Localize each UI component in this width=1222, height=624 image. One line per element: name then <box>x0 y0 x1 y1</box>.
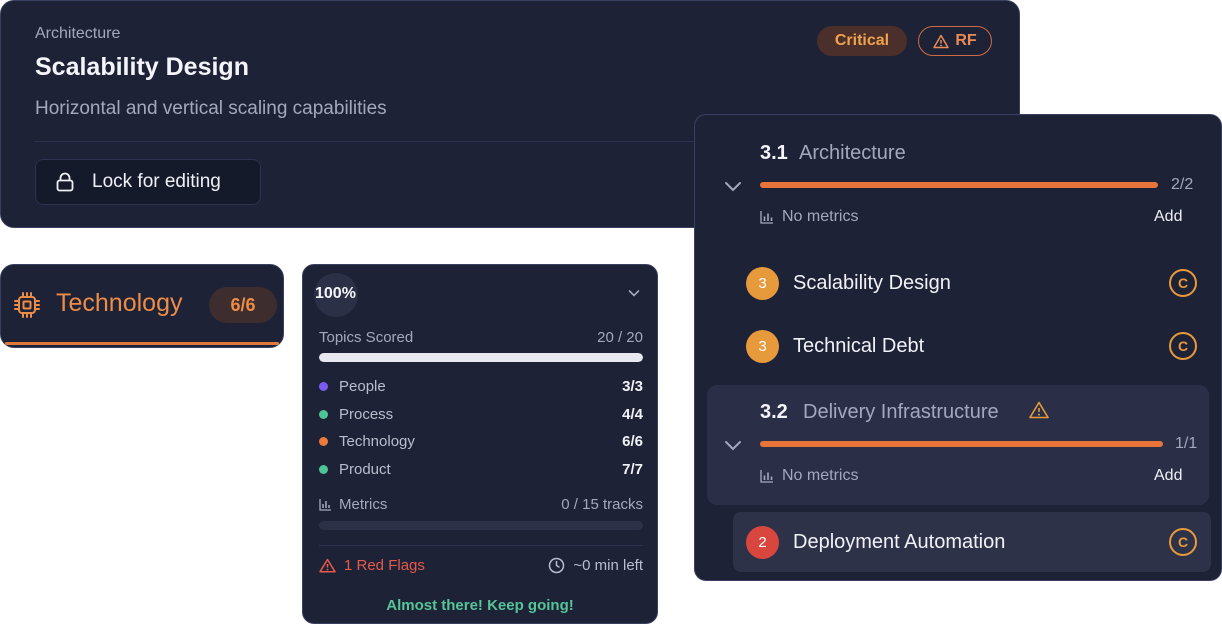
red-flags-label: 1 Red Flags <box>344 557 425 574</box>
category-row: Technology 6/6 <box>319 433 643 450</box>
topic-name: Deployment Automation <box>793 530 1006 553</box>
progress-panel: 100% Topics Scored 20 / 20 Metrics 0 / 1… <box>302 264 658 624</box>
page-title: Scalability Design <box>35 53 249 81</box>
category-value: 7/7 <box>622 460 643 478</box>
bar-chart-icon <box>319 499 331 511</box>
add-metric-button[interactable]: Add <box>1154 208 1183 225</box>
no-metrics-label: No metrics <box>782 467 859 484</box>
score-badge: 3 <box>746 266 779 300</box>
status-badge: C <box>1169 269 1197 297</box>
technology-count-badge: 6/6 <box>209 287 277 323</box>
topic-name: Scalability Design <box>793 271 951 294</box>
metrics-bar <box>319 521 643 530</box>
topics-scored-label: Topics Scored <box>319 329 414 346</box>
topic-row[interactable]: 3 Technical Debt C <box>733 316 1211 376</box>
bar-chart-icon <box>760 470 773 483</box>
bar-chart-icon <box>760 211 773 224</box>
chevron-down-icon[interactable] <box>724 438 742 452</box>
section-count: 1/1 <box>1175 435 1198 452</box>
technology-category-tab[interactable]: Technology 6/6 <box>0 264 284 348</box>
add-metric-button[interactable]: Add <box>1154 467 1183 484</box>
progress-ring <box>314 273 358 317</box>
lock-icon <box>56 172 74 192</box>
topic-subtitle: Horizontal and vertical scaling capabili… <box>35 98 387 119</box>
warning-icon <box>1029 401 1049 419</box>
category-dot <box>319 437 328 446</box>
divider <box>319 545 643 546</box>
category-label: People <box>339 378 386 395</box>
category-row: Process 4/4 <box>319 406 643 423</box>
section-outline-panel: 3.1 Architecture 2/2 No metrics Add 3 Sc… <box>694 114 1222 581</box>
red-flags-link[interactable]: 1 Red Flags <box>319 557 425 574</box>
no-metrics: No metrics <box>760 467 858 485</box>
status-badge: C <box>1169 332 1197 360</box>
topics-scored-bar <box>319 353 643 362</box>
metrics-value: 0 / 15 tracks <box>561 496 643 513</box>
chip-icon <box>14 292 40 318</box>
warning-icon <box>319 558 336 573</box>
section-count: 2/2 <box>1171 176 1194 193</box>
topics-scored-bar-fill <box>319 353 643 362</box>
encouragement-message: Almost there! Keep going! <box>386 597 574 614</box>
section-progress-bar <box>760 182 1158 188</box>
section-number: 3.1 <box>760 142 788 164</box>
chevron-down-icon[interactable] <box>627 286 641 300</box>
clock-icon <box>549 557 565 574</box>
category-dot <box>319 382 328 391</box>
active-tab-indicator <box>5 342 279 345</box>
lock-button-label: Lock for editing <box>92 171 221 192</box>
warning-icon <box>933 34 950 48</box>
progress-percent: 100% <box>315 285 356 302</box>
category-value: 6/6 <box>622 433 643 450</box>
chevron-down-icon[interactable] <box>724 179 742 193</box>
time-left-label: ~0 min left <box>573 557 643 574</box>
status-badge: C <box>1169 528 1197 556</box>
no-metrics: No metrics <box>760 208 858 226</box>
topic-row-selected[interactable]: 2 Deployment Automation C <box>733 512 1211 572</box>
section-name: Delivery Infrastructure <box>803 401 999 423</box>
critical-badge: Critical <box>817 26 907 56</box>
category-label: Process <box>339 405 394 423</box>
section-name: Architecture <box>799 142 906 164</box>
topic-row[interactable]: 3 Scalability Design C <box>733 253 1211 313</box>
category-label: Product <box>339 460 391 478</box>
category-dot <box>319 464 328 474</box>
section-number: 3.2 <box>760 401 788 423</box>
score-badge: 2 <box>746 525 779 559</box>
red-flag-badge[interactable]: RF <box>918 26 992 56</box>
metrics-label: Metrics <box>339 496 388 513</box>
category-label: Technology <box>339 433 415 450</box>
score-badge: 3 <box>746 329 779 363</box>
category-row: People 3/3 <box>319 378 643 395</box>
section-progress-bar <box>760 441 1163 447</box>
section-eyebrow: Architecture <box>35 25 121 42</box>
category-row: Product 7/7 <box>319 461 643 478</box>
category-value: 3/3 <box>622 378 643 395</box>
red-flag-badge-label: RF <box>955 32 977 49</box>
time-left: ~0 min left <box>548 557 643 574</box>
topic-name: Technical Debt <box>793 334 925 357</box>
technology-label: Technology <box>56 289 183 317</box>
category-dot <box>319 409 328 419</box>
category-value: 4/4 <box>622 405 643 423</box>
divider <box>35 141 985 142</box>
topics-scored-row: Topics Scored 20 / 20 <box>319 329 643 346</box>
no-metrics-label: No metrics <box>782 208 859 225</box>
lock-for-editing-button[interactable]: Lock for editing <box>35 159 261 205</box>
metrics-row: Metrics 0 / 15 tracks <box>319 496 643 513</box>
topics-scored-value: 20 / 20 <box>597 329 643 346</box>
